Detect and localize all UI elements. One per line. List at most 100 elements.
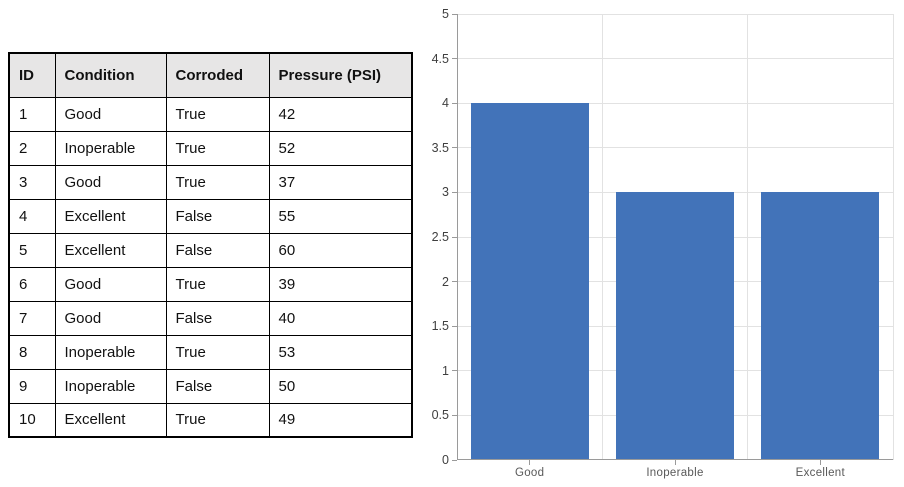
table-cell: 5 [8,232,56,268]
table-cell: 2 [8,130,56,166]
y-axis-tick [452,191,457,193]
y-axis-tick [452,459,457,461]
table-row: 6 Good True 39 [8,266,413,302]
table-cell: 53 [268,334,413,370]
y-axis-tick [452,325,457,327]
grid-line-horizontal [457,147,893,149]
table-row: 9 Inoperable False 50 [8,368,413,404]
column-header-id: ID [8,52,56,98]
table-cell: Good [54,300,167,336]
y-axis-tick [452,414,457,416]
y-axis-tick [452,147,457,149]
column-header-pressure: Pressure (PSI) [268,52,413,98]
table-cell: True [165,266,270,302]
table-cell: Excellent [54,198,167,234]
table-cell: 60 [268,232,413,268]
grid-line-horizontal [457,58,893,60]
table-cell: Good [54,266,167,302]
bar-good [470,103,589,460]
y-axis-tick [452,58,457,60]
table-cell: Inoperable [54,334,167,370]
table-row: 1 Good True 42 [8,96,413,132]
table-cell: 7 [8,300,56,336]
table-cell: Inoperable [54,130,167,166]
table-cell: 8 [8,334,56,370]
category-label: Inoperable [646,467,704,479]
y-tick-label: 3 [442,185,449,200]
table-cell: False [165,368,270,404]
table-row: 2 Inoperable True 52 [8,130,413,166]
table-cell: True [165,130,270,166]
table-cell: True [165,164,270,200]
y-axis-tick [452,102,457,104]
table-cell: 6 [8,266,56,302]
y-tick-label: 1.5 [431,319,449,334]
chart-plot-area [452,13,894,465]
x-axis-line [457,459,893,460]
y-tick-label: 0.5 [431,408,449,423]
table-cell: 37 [268,164,413,200]
category-label: Excellent [795,467,845,479]
column-header-corroded: Corroded [165,52,270,98]
y-tick-label: 2 [442,274,449,289]
table-cell: False [165,300,270,336]
table-cell: 42 [268,96,413,132]
table-row: 4 Excellent False 55 [8,198,413,234]
table-cell: True [165,96,270,132]
table-row: 5 Excellent False 60 [8,232,413,268]
condition-bar-chart: 0 0.5 1 1.5 2 2.5 3 3.5 4 4.5 5 Good Inoperable Excel… [430,0,904,487]
table-cell: Excellent [54,402,167,438]
table-body: 1 Good True 42 2 Inoperable True 52 3 Good True 37 4… [8,96,413,438]
bar-inoperable [616,192,734,460]
table-header-row: ID Condition Corroded Pressure (PSI) [8,52,413,98]
table-cell: 49 [268,402,413,438]
table-cell: False [165,232,270,268]
table-cell: 39 [268,266,413,302]
column-header-condition: Condition [54,52,167,98]
grid-line-vertical [601,14,603,460]
y-tick-label: 0 [442,453,449,467]
table-row: 7 Good False 40 [8,300,413,336]
table-cell: 3 [8,164,56,200]
table-cell: 4 [8,198,56,234]
table-cell: True [165,334,270,370]
x-axis-tick [819,460,821,465]
grid-line-horizontal [457,102,893,104]
table-cell: False [165,198,270,234]
y-axis-tick [452,370,457,372]
table-cell: 52 [268,130,413,166]
table-cell: Inoperable [54,368,167,404]
grid-line-vertical [892,14,894,460]
table-cell: Excellent [54,232,167,268]
pipe-data-table: ID Condition Corroded Pressure (PSI) 1 Go… [8,52,413,438]
y-axis-tick [452,281,457,283]
y-axis-line [457,14,458,460]
grid-line-vertical [747,14,749,460]
x-axis-tick [529,460,531,465]
grid-line-horizontal [457,13,893,15]
table-cell: 9 [8,368,56,404]
table-row: 3 Good True 37 [8,164,413,200]
bar-excellent [761,192,880,460]
y-tick-label: 4.5 [431,51,449,66]
y-tick-label: 5 [442,7,449,21]
y-tick-label: 1 [442,363,449,378]
table-cell: True [165,402,270,438]
table-cell: 40 [268,300,413,336]
table-cell: 50 [268,368,413,404]
table-cell: 10 [8,402,56,438]
table-cell: 55 [268,198,413,234]
category-label: Good [514,467,545,479]
x-axis-tick [674,460,676,465]
table-cell: Good [54,164,167,200]
y-tick-label: 3.5 [431,140,449,155]
table-row: 10 Excellent True 49 [8,402,413,438]
y-axis-tick [452,236,457,238]
y-tick-label: 4 [442,96,449,111]
table-row: 8 Inoperable True 53 [8,334,413,370]
table-cell: Good [54,96,167,132]
table-cell: 1 [8,96,56,132]
y-axis-tick [452,13,457,15]
y-tick-label: 2.5 [431,230,449,244]
